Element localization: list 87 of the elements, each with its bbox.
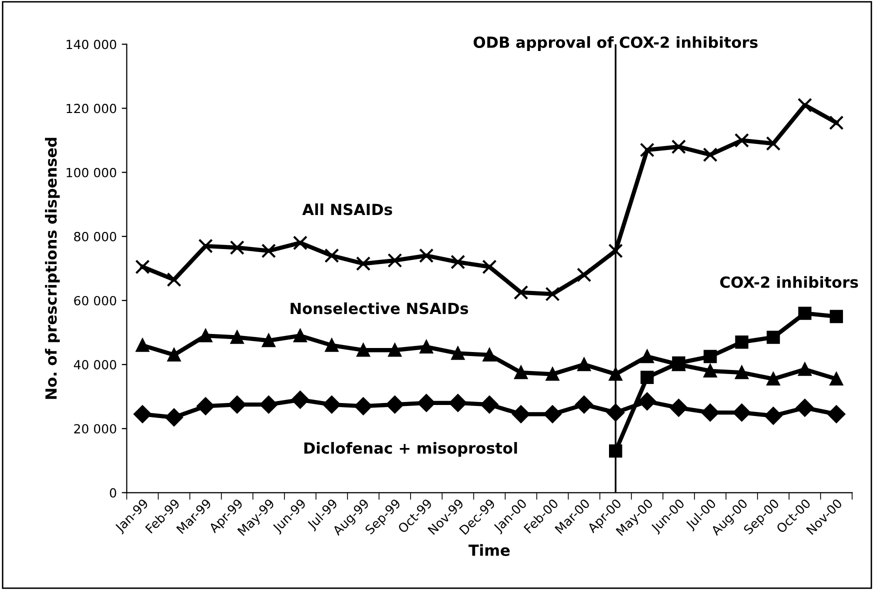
point (198, 238, 213, 254)
point (704, 364, 717, 378)
y-axis-title: No. of prescriptions dispensed (44, 138, 60, 399)
point (545, 286, 560, 302)
point (480, 396, 498, 414)
y-tick-label: 120 000 (66, 104, 116, 114)
point (196, 397, 214, 416)
point (830, 310, 843, 324)
point (640, 350, 654, 364)
point (512, 405, 530, 424)
point (701, 404, 720, 422)
point (166, 272, 182, 287)
point (764, 406, 782, 425)
x-axis-title: Time (468, 544, 510, 556)
point (735, 336, 748, 349)
point (482, 348, 496, 362)
y-tick-label: 20 000 (74, 424, 116, 434)
point (734, 133, 750, 148)
point (292, 236, 308, 250)
point (732, 404, 751, 422)
point (830, 372, 843, 386)
point (640, 370, 654, 384)
point (325, 338, 338, 352)
point (670, 398, 688, 417)
point (576, 268, 592, 282)
point (135, 260, 150, 274)
point (324, 248, 340, 263)
point (798, 98, 812, 112)
y-tick-label: 140 000 (66, 40, 116, 50)
point (167, 348, 181, 362)
point (827, 405, 846, 424)
point (608, 244, 623, 258)
point (260, 396, 278, 414)
y-tick-label: 60 000 (74, 296, 116, 306)
point (766, 372, 780, 386)
point (230, 330, 244, 344)
point (136, 338, 150, 352)
y-tick-label: 40 000 (74, 360, 116, 370)
point (388, 344, 402, 357)
point (735, 366, 748, 380)
point (354, 397, 372, 416)
point (704, 350, 717, 364)
point (451, 346, 464, 360)
y-tick-label: 0 (110, 488, 116, 498)
point (671, 139, 686, 154)
point (450, 254, 466, 270)
point (449, 394, 467, 412)
point (261, 244, 276, 258)
point (262, 334, 276, 348)
point (356, 256, 371, 271)
point (544, 405, 562, 424)
point (356, 344, 370, 357)
point (638, 392, 656, 410)
point (577, 358, 591, 372)
point (640, 142, 654, 158)
point (198, 329, 212, 342)
point (546, 368, 560, 381)
y-tick-label: 80 000 (74, 232, 116, 242)
point (829, 115, 844, 130)
point (386, 396, 404, 414)
point (420, 340, 433, 354)
point (417, 394, 436, 412)
series-label: All NSAIDs (302, 203, 392, 216)
point (291, 390, 310, 409)
point (419, 248, 434, 263)
point (796, 398, 814, 417)
point (134, 405, 152, 424)
point (575, 396, 593, 414)
point (228, 396, 246, 414)
series-label: Diclofenac + misoprostol (304, 442, 517, 457)
point (702, 147, 718, 162)
point (798, 362, 812, 376)
y-tick-label: 100 000 (66, 168, 116, 178)
point (165, 408, 183, 426)
point (798, 306, 812, 320)
point (230, 240, 244, 255)
series-label: COX-2 inhibitors (720, 276, 858, 288)
ref-line-label: ODB approval of COX-2 inhibitors (474, 36, 758, 51)
point (766, 330, 780, 344)
series-label: Nonselective NSAIDs (290, 302, 468, 314)
point (766, 136, 781, 151)
point (322, 396, 341, 414)
point (514, 366, 528, 380)
point (514, 285, 528, 300)
point (294, 329, 307, 342)
point (388, 253, 402, 268)
point (482, 260, 497, 274)
